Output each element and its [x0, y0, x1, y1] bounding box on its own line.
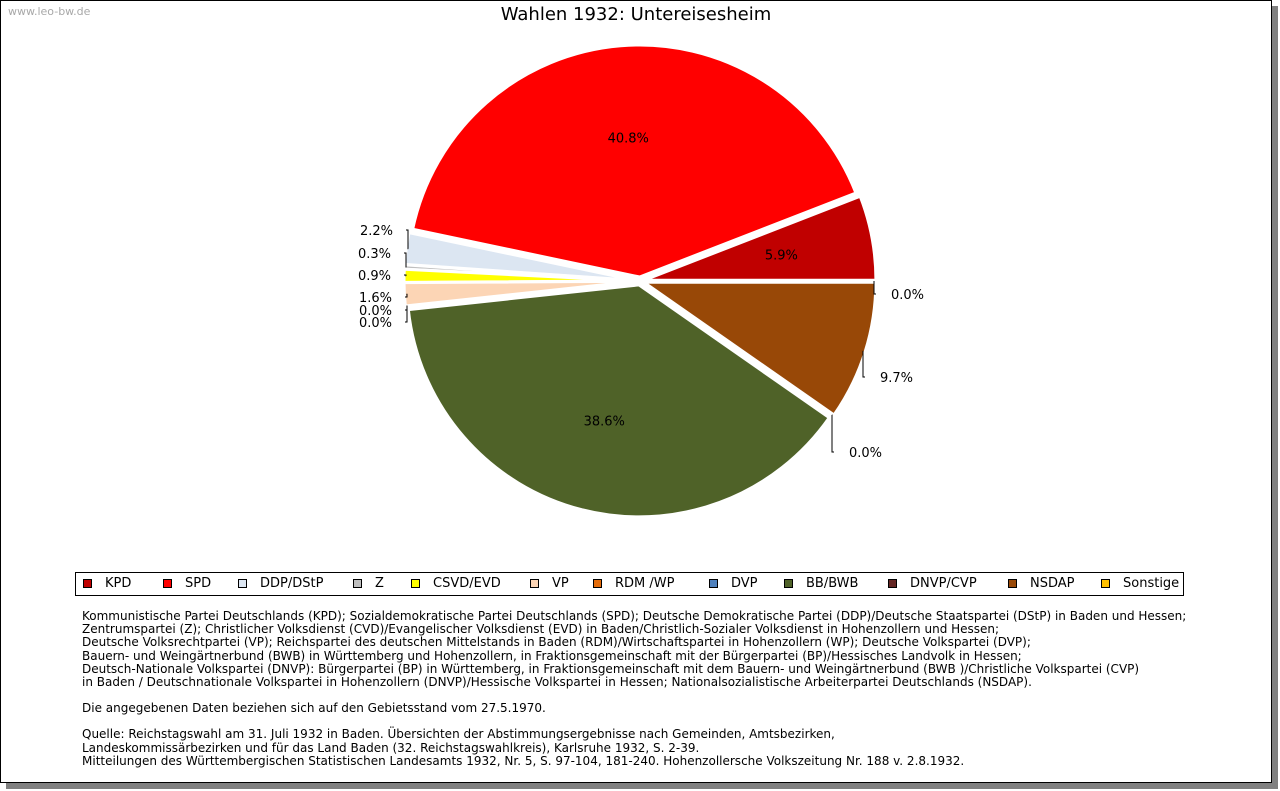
label-leader-line [406, 229, 409, 250]
slice-label: 9.7% [880, 371, 913, 386]
legend-label: VP [552, 576, 569, 591]
slice-label: 2.2% [360, 224, 393, 239]
label-leader-line [404, 252, 407, 268]
legend-swatch [353, 579, 362, 588]
footnote-line: Deutsch-Nationale Volkspartei (DNVP): Bü… [82, 661, 1140, 676]
slice-label: 0.9% [358, 269, 391, 284]
legend-swatch [709, 579, 718, 588]
chart-title: Wahlen 1932: Untereisesheim [500, 4, 772, 25]
legend-label: BB/BWB [806, 576, 859, 591]
legend-swatch [411, 579, 420, 588]
slice-label: 1.6% [359, 291, 392, 306]
pie-slice-bb-bwb [406, 283, 831, 519]
slice-label: 5.9% [765, 248, 798, 263]
legend-label: SPD [185, 576, 212, 591]
legend-label: DNVP/CVP [910, 576, 977, 591]
legend-label: NSDAP [1030, 576, 1075, 591]
legend-swatch [784, 579, 793, 588]
footnote-line: in Baden / Deutschnationale Volkspartei … [82, 675, 1032, 690]
territory-note: Die angegebenen Daten beziehen sich auf … [82, 701, 546, 716]
footnote-line: Bauern- und Weingärtnerbund (BWB) in Wür… [82, 648, 1022, 663]
footnote-line: Deutsche Volksrechtpartei (VP); Reichspa… [82, 635, 1031, 650]
legend-swatch [238, 579, 247, 588]
slice-label: 0.0% [359, 304, 392, 319]
slice-label: 0.0% [359, 316, 392, 331]
label-leader-line [862, 350, 865, 378]
pie-slice-kpd [642, 194, 878, 282]
footnote-line: Zentrumspartei (Z); Christlicher Volksdi… [82, 622, 1000, 637]
label-leader-line [405, 293, 408, 298]
pie-slice-nsdap [642, 280, 878, 417]
label-leader-line [405, 305, 408, 323]
legend-label: Sonstige [1123, 576, 1180, 591]
slice-label: 40.8% [608, 132, 649, 147]
slice-label: 0.0% [849, 446, 882, 461]
watermark: www.leo-bw.de [8, 5, 91, 18]
slice-label: 0.0% [891, 288, 924, 303]
pie-slice-vp [402, 279, 638, 308]
legend-swatch [163, 579, 172, 588]
legend-label: CSVD/EVD [433, 576, 501, 591]
label-leader-line [404, 274, 407, 277]
legend-swatch [1008, 579, 1017, 588]
legend-swatch [593, 579, 602, 588]
slice-label: 38.6% [584, 414, 625, 429]
label-leader-line [831, 414, 834, 453]
legend-label: DDP/DStP [260, 576, 324, 591]
slice-label: 0.3% [358, 247, 391, 262]
legend-label: DVP [731, 576, 758, 591]
legend-swatch [888, 579, 897, 588]
legend-label: Z [375, 576, 384, 591]
footnotes: Kommunistische Partei Deutschlands (KPD)… [82, 609, 1232, 768]
legend: KPD SPD DDP/DStP Z CSVD/EVD VP RDM /WP DVP BB/BW… [75, 572, 1184, 596]
footnote-line: Kommunistische Partei Deutschlands (KPD)… [82, 609, 1187, 623]
source-line: Landeskommissärbezirken und für das Land… [82, 740, 700, 755]
pie-slice-spd [411, 43, 858, 279]
source-line: Quelle: Reichstagswahl am 31. Juli 1932 … [82, 727, 835, 742]
legend-label: RDM /WP [615, 576, 675, 591]
legend-swatch [83, 579, 92, 588]
legend-label: KPD [105, 576, 132, 591]
legend-swatch [530, 579, 539, 588]
source-line: Mitteilungen des Württembergischen Stati… [82, 753, 965, 768]
label-leader-line [873, 281, 876, 295]
legend-swatch [1101, 579, 1110, 588]
